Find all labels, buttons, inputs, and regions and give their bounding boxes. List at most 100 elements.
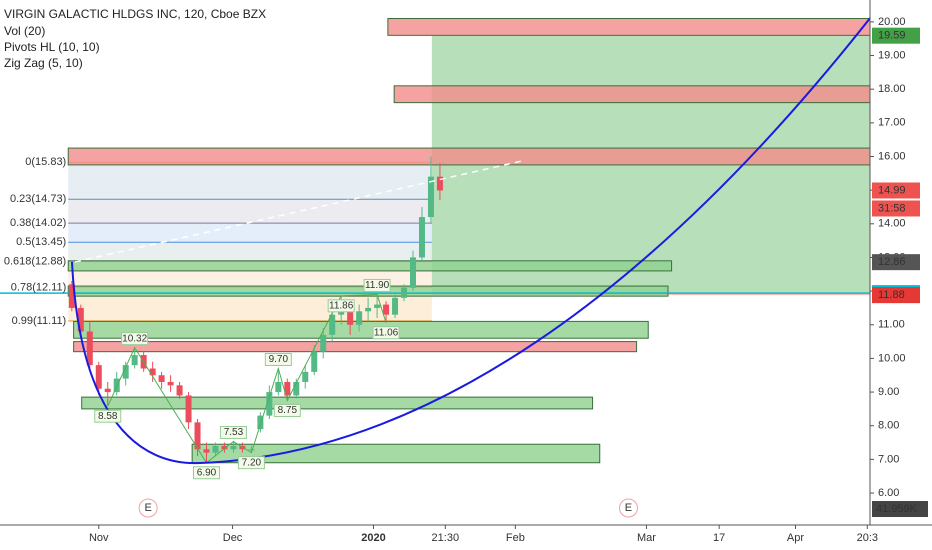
candle-body [203, 449, 210, 453]
fib-band [68, 242, 432, 262]
candle-body [383, 304, 390, 315]
candle-body [122, 365, 129, 379]
candle-body [410, 257, 417, 288]
y-tick-label: 20.00 [878, 16, 906, 28]
pivot-label: 9.70 [269, 354, 289, 365]
price-badge [872, 254, 920, 271]
y-tick-label: 17.00 [878, 117, 906, 129]
pivot-zone [387, 18, 871, 36]
x-tick-label: Apr [787, 532, 804, 544]
candle-body [95, 365, 102, 389]
pivot-zone [73, 341, 638, 353]
pivot-label-box [94, 409, 122, 423]
candle-body [158, 375, 165, 382]
fib-label: 0(15.83) [25, 156, 66, 168]
fib-label: 0.99(11.11) [12, 315, 67, 327]
earnings-label: E [625, 502, 632, 514]
indicator-label: Pivots HL (10, 10) [4, 40, 100, 54]
fib-label: 0.78(12.11) [11, 281, 66, 293]
candle-body [185, 395, 192, 423]
y-tick-label: 6.00 [878, 487, 899, 499]
pivot-zone [393, 85, 871, 104]
fib-label: 0.23(14.73) [10, 193, 66, 205]
candle-body [338, 311, 345, 315]
x-tick-label: 2020 [361, 532, 385, 544]
fib-label: 0.618(12.88) [4, 255, 66, 267]
candle-body [248, 449, 255, 451]
earnings-marker [138, 498, 158, 518]
candle-body [194, 422, 201, 450]
candle-body [257, 415, 264, 430]
pivot-label: 8.75 [278, 405, 298, 416]
candle-body [418, 217, 425, 258]
pivot-label-box [327, 299, 355, 313]
pivot-label: 8.58 [98, 411, 118, 422]
y-tick-label: 8.00 [878, 420, 899, 432]
pivot-label-box [193, 466, 221, 480]
pivot-label: 7.53 [224, 427, 244, 438]
pivot-zone [81, 396, 594, 410]
candle-body [302, 371, 309, 382]
price-badge-label: 14.99 [878, 184, 906, 196]
candle-body [167, 381, 174, 386]
fib-band [68, 223, 432, 243]
candle-body [401, 287, 408, 298]
curve-drawing [71, 7, 879, 465]
candle-body [77, 307, 84, 332]
candle-body [266, 392, 273, 416]
indicator-label: Zig Zag (5, 10) [4, 56, 83, 70]
fib-band [68, 199, 432, 224]
x-tick-label: Nov [89, 532, 109, 544]
candle-body [230, 445, 237, 450]
pivot-zone [191, 443, 601, 464]
candle-body [427, 176, 434, 218]
pivot-label-box [264, 353, 292, 367]
fib-label: 0.5(13.45) [16, 236, 66, 248]
candle-body [68, 284, 75, 308]
countdown-badge [872, 200, 920, 217]
candle-body [436, 176, 443, 191]
candle-body [284, 381, 291, 396]
pivot-zone [67, 260, 673, 272]
x-tick-label: Feb [506, 532, 525, 544]
candle-body [176, 385, 183, 396]
pivot-label: 11.90 [365, 280, 390, 291]
earnings-marker [618, 498, 638, 518]
indicator-label: Vol (20) [4, 24, 45, 38]
candle-body [293, 381, 300, 396]
pivot-label-box [273, 403, 301, 417]
candle-body [365, 307, 372, 312]
candle-body [311, 351, 318, 372]
y-tick-label: 11.00 [878, 319, 905, 331]
candle-body [392, 297, 399, 315]
candle-body [320, 334, 327, 352]
pivot-label-box [121, 332, 149, 346]
y-tick-label: 14.00 [878, 218, 906, 230]
x-tick-label: Mar [637, 532, 656, 544]
countdown-label: 31:58 [878, 202, 906, 214]
chart-title: VIRGIN GALACTIC HLDGS INC, 120, Cboe BZX [4, 7, 266, 21]
y-tick-label: 9.00 [878, 386, 899, 398]
x-tick-label: Dec [223, 532, 243, 544]
price-badge-label: 11.88 [878, 289, 905, 301]
price-badge-label: 12.86 [878, 256, 906, 268]
candle-body [212, 445, 219, 453]
price-axis [870, 0, 932, 550]
price-badge [872, 182, 920, 199]
x-tick-label: 17 [713, 532, 725, 544]
zigzag-line [107, 293, 387, 464]
pivot-label: 6.90 [197, 467, 217, 478]
pivot-label-box [237, 456, 265, 470]
volume-badge [872, 501, 928, 517]
pivot-label: 7.20 [242, 457, 262, 468]
price-badge [872, 27, 920, 44]
candle-body [329, 314, 336, 335]
y-tick-label: 10.00 [878, 352, 906, 364]
candle-body [149, 368, 156, 376]
candle-body [356, 311, 363, 325]
candle-body [221, 445, 228, 450]
fib-label: 0.38(14.02) [10, 217, 66, 229]
earnings-label: E [144, 502, 151, 514]
pivot-label: 11.86 [329, 300, 354, 311]
